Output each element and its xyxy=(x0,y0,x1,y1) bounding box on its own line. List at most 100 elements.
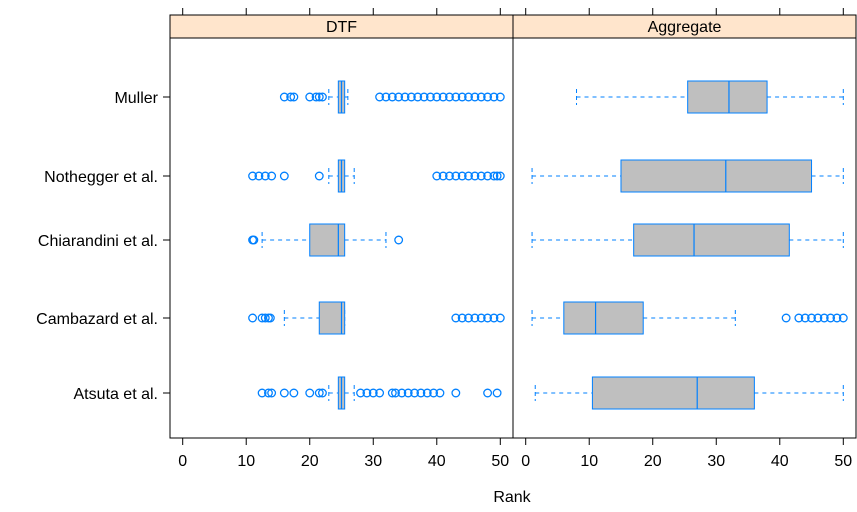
outlier-point xyxy=(451,313,461,323)
category-label: Nothegger et al. xyxy=(44,169,158,186)
outlier-point xyxy=(368,388,378,398)
box-chiarandini-et-al xyxy=(531,223,844,257)
outlier-point xyxy=(264,388,273,398)
outlier-point xyxy=(314,171,324,181)
category-label: Chiarandini et al. xyxy=(38,233,158,250)
outlier-point xyxy=(394,92,404,102)
outlier-point xyxy=(457,313,467,323)
outlier-point xyxy=(492,388,502,398)
outlier-point xyxy=(267,171,277,181)
outlier-point xyxy=(457,92,467,102)
x-tick-label: 30 xyxy=(707,453,725,470)
outlier-point xyxy=(813,313,823,323)
outlier-point xyxy=(394,235,404,245)
outlier-point xyxy=(413,92,423,102)
x-tick-label: 20 xyxy=(644,453,662,470)
outlier-point xyxy=(435,388,445,398)
outlier-point xyxy=(470,92,480,102)
outlier-point xyxy=(305,92,315,102)
box-atsuta-et-al xyxy=(534,376,844,410)
outlier-point xyxy=(260,313,270,323)
outlier-point xyxy=(406,92,416,102)
box-iqr xyxy=(309,223,346,257)
outlier-point xyxy=(464,313,473,323)
outlier-point xyxy=(492,171,502,181)
outlier-point xyxy=(807,313,816,323)
outlier-point xyxy=(832,313,842,323)
box-muller xyxy=(279,80,505,114)
outlier-point xyxy=(495,92,505,102)
outlier-point xyxy=(794,313,804,323)
x-tick-label: 0 xyxy=(178,453,187,470)
outlier-point xyxy=(438,171,448,181)
box-nothegger-et-al xyxy=(531,159,844,193)
category-label: Cambazard et al. xyxy=(36,311,158,328)
outlier-point xyxy=(464,171,473,181)
outlier-point xyxy=(451,388,461,398)
outlier-point xyxy=(267,388,277,398)
outlier-point xyxy=(422,388,432,398)
outlier-point xyxy=(483,92,493,102)
outlier-point xyxy=(495,313,505,323)
box-iqr xyxy=(687,80,768,114)
box-cambazard-et-al xyxy=(248,301,505,335)
outlier-point xyxy=(819,313,829,323)
outlier-point xyxy=(248,171,258,181)
outlier-point xyxy=(483,171,493,181)
outlier-point xyxy=(483,313,493,323)
outlier-point xyxy=(289,92,299,102)
panels: DTF 0 10 20 30 40 50 Aggregate 0 10 20 30 40 50 xyxy=(169,8,857,470)
outlier-point xyxy=(489,313,499,323)
outlier-point xyxy=(305,388,315,398)
outlier-point xyxy=(317,92,327,102)
outlier-point xyxy=(279,388,289,398)
outlier-point xyxy=(464,92,473,102)
x-tick-label: 10 xyxy=(580,453,598,470)
outlier-point xyxy=(260,171,270,181)
outlier-point xyxy=(800,313,810,323)
outlier-point xyxy=(470,171,480,181)
outlier-point xyxy=(445,171,454,181)
outlier-point xyxy=(257,313,267,323)
box-iqr xyxy=(318,301,346,335)
x-tick-label: 10 xyxy=(237,453,255,470)
outlier-point xyxy=(476,171,486,181)
box-cambazard-et-al xyxy=(531,301,848,335)
category-label: Muller xyxy=(114,90,158,107)
box-nothegger-et-al xyxy=(248,159,505,193)
box-chiarandini-et-al xyxy=(248,223,404,257)
outlier-point xyxy=(451,92,461,102)
outlier-point xyxy=(314,92,324,102)
x-tick-label: 40 xyxy=(771,453,789,470)
outlier-point xyxy=(391,388,400,398)
outlier-point xyxy=(397,388,407,398)
outlier-point xyxy=(483,388,493,398)
x-tick-label: 30 xyxy=(364,453,382,470)
outlier-point xyxy=(457,171,467,181)
x-axis-label: Rank xyxy=(493,489,531,506)
outlier-point xyxy=(279,171,289,181)
panel-title: DTF xyxy=(326,19,357,36)
outlier-point xyxy=(429,388,439,398)
box-iqr xyxy=(563,301,644,335)
outlier-point xyxy=(438,92,448,102)
outlier-point xyxy=(432,92,442,102)
outlier-point xyxy=(254,171,264,181)
outlier-point xyxy=(375,388,385,398)
outlier-point xyxy=(356,388,366,398)
box-iqr xyxy=(633,223,790,257)
outlier-point xyxy=(375,92,385,102)
outlier-point xyxy=(265,313,275,323)
outlier-point xyxy=(362,388,372,398)
box-muller xyxy=(576,80,844,114)
panel-dtf: DTF 0 10 20 30 40 50 xyxy=(169,8,514,470)
outlier-point xyxy=(279,92,289,102)
outlier-point xyxy=(419,92,429,102)
outlier-point xyxy=(476,313,486,323)
outlier-point xyxy=(403,388,413,398)
outlier-point xyxy=(257,388,267,398)
panel-aggregate: Aggregate 0 10 20 30 40 50 xyxy=(512,8,857,470)
outlier-point xyxy=(470,313,480,323)
outlier-point xyxy=(432,171,442,181)
